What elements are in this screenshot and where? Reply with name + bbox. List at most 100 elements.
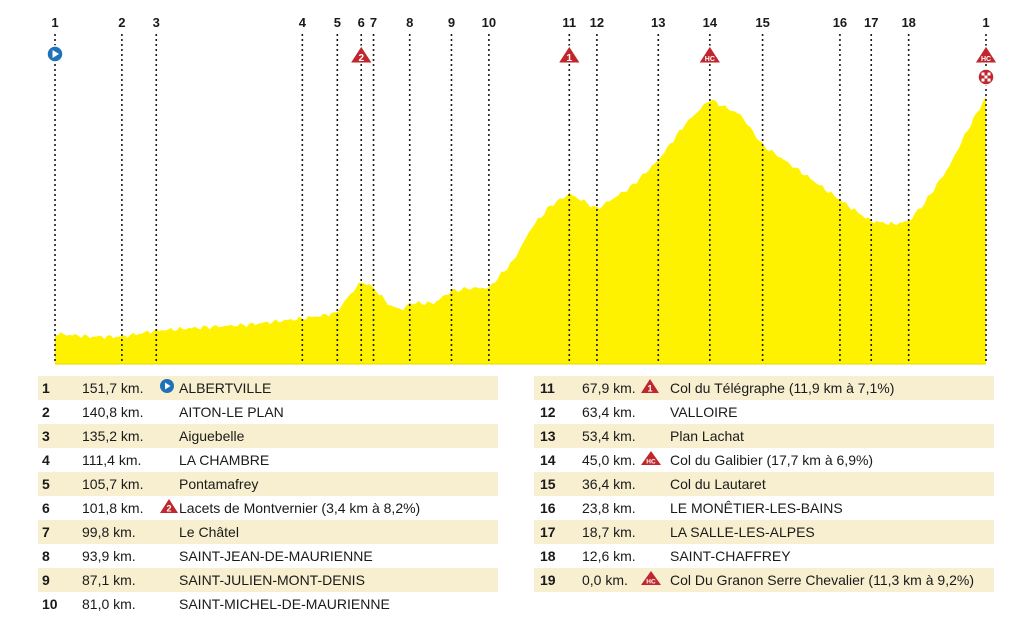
marker-label-5: 5 (334, 15, 341, 30)
marker-label-13: 13 (651, 15, 665, 30)
marker-label-2: 2 (118, 15, 125, 30)
marker-label-15: 15 (755, 15, 769, 30)
waypoint-row: 16 23,8 km. LE MONÊTIER-LES-BAINS (534, 496, 994, 520)
marker-label-1: 1 (51, 15, 58, 30)
marker-label-10: 10 (482, 15, 496, 30)
waypoint-distance: 0,0 km. (582, 572, 628, 588)
category-2-climb-icon: 2 (159, 498, 179, 517)
waypoint-row: 7 99,8 km. Le Châtel (38, 520, 498, 544)
waypoint-name: Col du Galibier (17,7 km à 6,9%) (670, 452, 874, 468)
marker-label-4: 4 (299, 15, 307, 30)
waypoint-distance: 67,9 km. (582, 380, 636, 396)
waypoint-distance: 93,9 km. (82, 548, 136, 564)
waypoint-name: LE MONÊTIER-LES-BAINS (670, 500, 843, 516)
waypoint-name: Col du Lautaret (670, 476, 766, 492)
waypoint-number: 5 (42, 476, 50, 492)
waypoint-row: 11 67,9 km. 1 Col du Télégraphe (11,9 km à … (534, 376, 994, 400)
waypoint-number: 15 (540, 476, 556, 492)
waypoint-name: Aiguebelle (179, 428, 245, 444)
category-1-climb-icon: 1 (640, 378, 660, 397)
waypoint-name: SAINT-JULIEN-MONT-DENIS (179, 572, 365, 588)
marker-label-16: 16 (833, 15, 847, 30)
waypoint-distance: 81,0 km. (82, 596, 136, 612)
waypoint-name: LA SALLE-LES-ALPES (670, 524, 815, 540)
waypoint-number: 8 (42, 548, 50, 564)
svg-text:1: 1 (647, 384, 652, 394)
category-1-climb-icon: 1 (557, 45, 582, 64)
waypoint-number: 19 (540, 572, 556, 588)
waypoint-row: 18 12,6 km. SAINT-CHAFFREY (534, 544, 994, 568)
svg-text:HC: HC (646, 459, 656, 466)
waypoint-distance: 101,8 km. (82, 500, 144, 516)
climb-icon-label: 1 (567, 53, 573, 64)
waypoint-distance: 135,2 km. (82, 428, 144, 444)
hors-categorie-climb-icon: HC (697, 45, 722, 64)
waypoint-number: 14 (540, 452, 556, 468)
waypoint-distance: 12,6 km. (582, 548, 636, 564)
waypoint-number: 16 (540, 500, 556, 516)
marker-label-14: 14 (703, 15, 718, 30)
waypoint-table-right: 11 67,9 km. 1 Col du Télégraphe (11,9 km à … (534, 376, 994, 592)
waypoint-name: Lacets de Montvernier (3,4 km à 8,2%) (179, 500, 421, 516)
waypoint-row: 15 36,4 km. Col du Lautaret (534, 472, 994, 496)
finish-flag-icon (977, 68, 995, 86)
waypoint-name: Col Du Granon Serre Chevalier (11,3 km à… (670, 572, 974, 588)
marker-label-9: 9 (448, 15, 455, 30)
waypoint-number: 9 (42, 572, 50, 588)
waypoint-number: 4 (42, 452, 50, 468)
waypoint-name: SAINT-JEAN-DE-MAURIENNE (179, 548, 373, 564)
waypoint-number: 13 (540, 428, 556, 444)
waypoint-distance: 45,0 km. (582, 452, 636, 468)
stage-profile-chart: 1 2 3 4 5 6 7 8 9 10 11 12 13 14 15 16 17 18 12 1 HC HC (46, 15, 998, 365)
waypoint-number: 2 (42, 404, 50, 420)
waypoint-name: Col du Télégraphe (11,9 km à 7,1%) (670, 380, 895, 396)
svg-text:HC: HC (646, 579, 656, 586)
waypoint-distance: 111,4 km. (82, 452, 142, 468)
waypoint-name: Pontamafrey (179, 476, 259, 492)
waypoint-name: LA CHAMBRE (179, 452, 270, 468)
hors-categorie-climb-icon: HC (640, 570, 662, 589)
waypoint-distance: 105,7 km. (82, 476, 144, 492)
waypoint-number: 12 (540, 404, 556, 420)
waypoint-distance: 63,4 km. (582, 404, 636, 420)
climb-icon-label: 2 (358, 53, 364, 64)
waypoint-number: 10 (42, 596, 58, 612)
waypoint-name: Plan Lachat (670, 428, 744, 444)
start-play-icon (46, 45, 64, 63)
waypoint-row: 8 93,9 km. SAINT-JEAN-DE-MAURIENNE (38, 544, 498, 568)
waypoint-number: 1 (42, 380, 50, 396)
waypoint-distance: 23,8 km. (582, 500, 636, 516)
waypoint-name: Le Châtel (179, 524, 239, 540)
waypoint-number: 17 (540, 524, 556, 540)
waypoint-number: 7 (42, 524, 50, 540)
start-play-icon (159, 378, 175, 397)
svg-text:2: 2 (166, 504, 171, 514)
waypoint-name: SAINT-MICHEL-DE-MAURIENNE (179, 596, 390, 612)
marker-label-6: 6 (358, 15, 365, 30)
hors-categorie-climb-icon: HC (640, 450, 662, 469)
waypoint-name: VALLOIRE (670, 404, 738, 420)
elevation-area (55, 96, 986, 364)
marker-label-8: 8 (406, 15, 413, 30)
waypoint-row: 19 0,0 km. HC Col Du Granon Serre Chevalier… (534, 568, 994, 592)
climb-icon-label: HC (981, 56, 991, 63)
marker-label-12: 12 (590, 15, 604, 30)
waypoint-name: AITON-LE PLAN (179, 404, 284, 420)
marker-label-19: 1 (982, 15, 989, 30)
waypoint-row: 3 135,2 km. Aiguebelle (38, 424, 498, 448)
marker-label-18: 18 (901, 15, 915, 30)
waypoint-name: SAINT-CHAFFREY (670, 548, 791, 564)
waypoint-row: 17 18,7 km. LA SALLE-LES-ALPES (534, 520, 994, 544)
waypoint-row: 12 63,4 km. VALLOIRE (534, 400, 994, 424)
waypoint-row: 9 87,1 km. SAINT-JULIEN-MONT-DENIS (38, 568, 498, 592)
climb-icon-label: HC (705, 56, 715, 63)
waypoint-number: 18 (540, 548, 556, 564)
waypoint-row: 5 105,7 km. Pontamafrey (38, 472, 498, 496)
waypoint-row: 2 140,8 km. AITON-LE PLAN (38, 400, 498, 424)
waypoint-distance: 87,1 km. (82, 572, 136, 588)
hors-categorie-climb-icon: HC (974, 45, 998, 64)
marker-label-17: 17 (864, 15, 878, 30)
marker-label-3: 3 (153, 15, 160, 30)
waypoint-row: 4 111,4 km. LA CHAMBRE (38, 448, 498, 472)
waypoint-name: ALBERTVILLE (179, 380, 272, 396)
